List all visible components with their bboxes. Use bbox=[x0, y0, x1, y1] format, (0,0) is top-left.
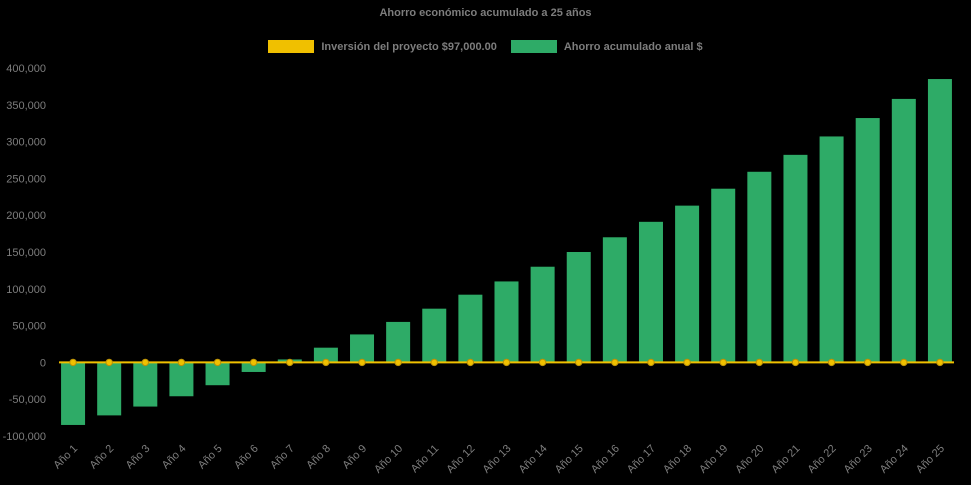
investment-line-marker bbox=[502, 358, 511, 367]
bar-savings bbox=[855, 118, 880, 363]
y-tick-label: 350,000 bbox=[6, 100, 46, 112]
x-tick-label: Año 15 bbox=[553, 443, 586, 476]
investment-line-marker bbox=[322, 358, 330, 367]
investment-line-marker bbox=[249, 358, 258, 367]
x-tick-label: Año 10 bbox=[372, 443, 405, 476]
bar-savings bbox=[97, 362, 122, 416]
investment-line-marker bbox=[683, 358, 691, 367]
bar-savings bbox=[783, 154, 808, 363]
investment-line-marker bbox=[105, 358, 113, 367]
bar-savings bbox=[602, 237, 627, 363]
y-tick-label: 400,000 bbox=[6, 63, 46, 75]
bar-savings bbox=[61, 362, 86, 425]
x-tick-label: Año 3 bbox=[124, 443, 153, 472]
x-tick-label: Año 4 bbox=[160, 443, 189, 472]
bar-savings bbox=[133, 362, 158, 407]
x-tick-label: Año 24 bbox=[878, 443, 911, 476]
legend-label-investment: Inversión del proyecto $97,000.00 bbox=[321, 40, 497, 53]
x-tick-label: Año 12 bbox=[444, 443, 477, 476]
x-tick-label: Año 7 bbox=[268, 443, 297, 472]
bar-savings bbox=[205, 362, 230, 386]
investment-line-marker bbox=[827, 358, 836, 367]
bar-savings bbox=[819, 136, 844, 363]
investment-line-marker bbox=[719, 358, 727, 367]
investment-line-marker bbox=[69, 358, 77, 367]
x-tick-label: Año 11 bbox=[409, 443, 442, 476]
y-tick-label: 100,000 bbox=[6, 284, 46, 296]
investment-line-marker bbox=[141, 358, 150, 367]
x-tick-label: Año 16 bbox=[589, 443, 622, 476]
x-tick-label: Año 21 bbox=[769, 443, 802, 476]
x-tick-label: Año 2 bbox=[87, 443, 116, 472]
investment-line-marker bbox=[538, 358, 547, 367]
investment-line-marker bbox=[864, 358, 872, 367]
bar-savings bbox=[927, 79, 952, 363]
investment-line-marker bbox=[575, 358, 583, 367]
investment-line-marker bbox=[394, 358, 402, 367]
bar-savings bbox=[313, 347, 338, 363]
y-tick-label: 200,000 bbox=[6, 210, 46, 222]
investment-line-marker bbox=[430, 358, 438, 367]
bar-savings bbox=[169, 362, 194, 397]
bar-savings bbox=[241, 362, 266, 372]
legend: Inversión del proyecto $97,000.00 Ahorro… bbox=[0, 40, 971, 53]
legend-label-savings: Ahorro acumulado anual $ bbox=[563, 40, 703, 53]
x-tick-label: Año 17 bbox=[625, 443, 658, 476]
investment-line-marker bbox=[466, 358, 475, 367]
legend-swatch-savings bbox=[510, 40, 557, 53]
y-tick-label: 0 bbox=[40, 357, 46, 369]
x-tick-label: Año 20 bbox=[733, 443, 766, 476]
bar-savings bbox=[386, 321, 411, 363]
bar-savings bbox=[747, 171, 772, 363]
x-tick-label: Año 22 bbox=[806, 443, 839, 476]
x-tick-label: Año 19 bbox=[697, 443, 730, 476]
bar-savings bbox=[494, 281, 519, 363]
y-tick-label: 250,000 bbox=[6, 173, 46, 185]
investment-line-marker bbox=[213, 358, 222, 367]
x-tick-label: Año 8 bbox=[304, 443, 333, 472]
bar-savings bbox=[891, 98, 916, 363]
legend-item-savings: Ahorro acumulado anual $ bbox=[510, 40, 703, 53]
bar-savings bbox=[530, 266, 555, 363]
investment-line-marker bbox=[358, 358, 366, 367]
x-tick-label: Año 25 bbox=[914, 443, 947, 476]
x-tick-label: Año 1 bbox=[51, 443, 80, 472]
investment-line-marker bbox=[286, 358, 294, 367]
x-tick-label: Año 9 bbox=[340, 443, 369, 472]
legend-swatch-investment bbox=[268, 40, 315, 53]
x-tick-label: Año 18 bbox=[661, 443, 694, 476]
bar-savings bbox=[675, 205, 700, 363]
x-tick-label: Año 23 bbox=[842, 443, 875, 476]
legend-item-investment: Inversión del proyecto $97,000.00 bbox=[268, 40, 497, 53]
chart-title: Ahorro económico acumulado a 25 años bbox=[379, 7, 592, 19]
bar-savings bbox=[638, 221, 663, 363]
investment-line-marker bbox=[791, 358, 800, 367]
investment-line-marker bbox=[611, 358, 619, 367]
bar-savings bbox=[350, 334, 375, 363]
bar-savings bbox=[458, 294, 483, 363]
x-tick-label: Año 13 bbox=[480, 443, 513, 476]
x-tick-label: Año 5 bbox=[196, 443, 225, 472]
bar-savings bbox=[711, 188, 736, 363]
y-tick-label: 50,000 bbox=[12, 321, 46, 333]
bar-savings bbox=[566, 252, 591, 363]
y-tick-label: 150,000 bbox=[6, 247, 46, 259]
y-tick-label: -50,000 bbox=[9, 394, 46, 406]
investment-line-marker bbox=[936, 358, 944, 367]
bar-savings bbox=[422, 308, 447, 363]
x-tick-label: Año 6 bbox=[232, 443, 261, 472]
y-tick-label: 300,000 bbox=[6, 137, 46, 149]
investment-line-marker bbox=[900, 358, 908, 367]
x-tick-label: Año 14 bbox=[517, 443, 550, 476]
investment-line-marker bbox=[755, 358, 764, 367]
y-tick-label: -100,000 bbox=[3, 431, 46, 443]
investment-line-marker bbox=[177, 358, 186, 367]
investment-line-marker bbox=[647, 358, 655, 367]
